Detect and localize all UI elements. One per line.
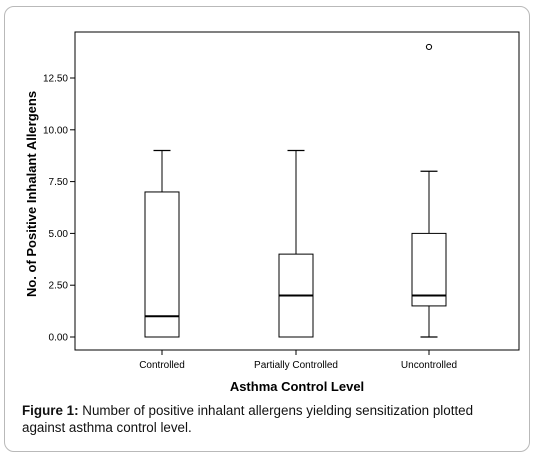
- boxplot-chart: 0.00 2.50 5.00 7.50 10.00 12.50 Controlled Par…: [24, 31, 520, 394]
- x-axis-label: Asthma Control Level: [230, 379, 364, 394]
- boxes: [144, 43, 447, 338]
- iqr-box: [144, 191, 180, 338]
- x-tick-label: Controlled: [139, 360, 185, 371]
- x-tick-label: Partially Controlled: [254, 360, 338, 371]
- y-tick-label: 12.50: [43, 74, 68, 85]
- figure-caption: Figure 1: Number of positive inhalant al…: [22, 402, 514, 436]
- y-tick-label: 2.50: [49, 281, 69, 292]
- y-tick-label: 0.00: [49, 333, 69, 344]
- box-controlled: [144, 149, 180, 338]
- y-tick-label: 10.00: [43, 125, 68, 136]
- y-axis-label: No. of Positive Inhalant Allergens: [24, 91, 39, 297]
- box-uncontrolled: [411, 43, 447, 338]
- y-tick-label: 7.50: [49, 177, 69, 188]
- x-axis: Controlled Partially Controlled Uncontroll…: [139, 350, 457, 371]
- outlier-point: [425, 43, 433, 51]
- box-partially-controlled: [278, 149, 314, 338]
- y-tick-label: 5.00: [49, 229, 69, 240]
- iqr-box: [411, 232, 447, 307]
- caption-label: Figure 1:: [22, 403, 79, 418]
- y-axis: 0.00 2.50 5.00 7.50 10.00 12.50: [43, 74, 75, 344]
- caption-text: Number of positive inhalant allergens yi…: [22, 403, 474, 435]
- x-tick-label: Uncontrolled: [401, 360, 457, 371]
